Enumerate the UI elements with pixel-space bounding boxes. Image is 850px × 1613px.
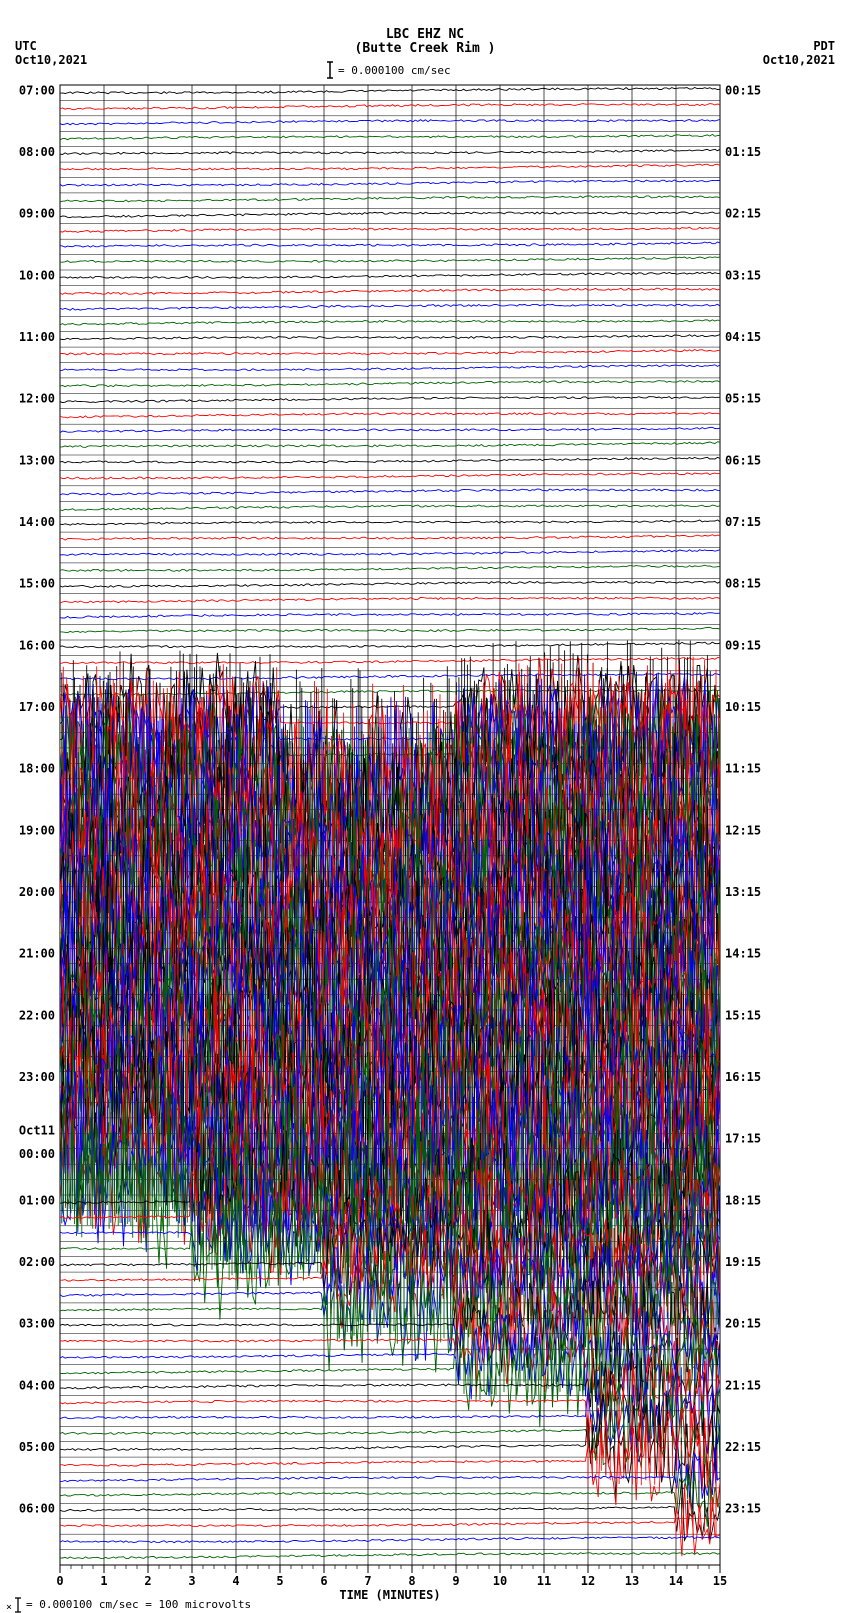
x-tick-label: 10: [493, 1574, 507, 1588]
right-time-label: 18:15: [725, 1193, 761, 1207]
left-time-label: 06:00: [19, 1502, 55, 1516]
right-time-label: 21:15: [725, 1378, 761, 1392]
x-tick-label: 7: [364, 1574, 371, 1588]
x-tick-label: 12: [581, 1574, 595, 1588]
title-line1: LBC EHZ NC: [386, 27, 464, 42]
left-time-label: 09:00: [19, 207, 55, 221]
right-time-label: 14:15: [725, 947, 761, 961]
left-time-label: 05:00: [19, 1440, 55, 1454]
title-line2: (Butte Creek Rim ): [355, 41, 496, 56]
right-time-label: 06:15: [725, 453, 761, 467]
right-time-label: 15:15: [725, 1008, 761, 1022]
right-time-label: 02:15: [725, 207, 761, 221]
left-time-label: 19:00: [19, 823, 55, 837]
left-time-label: 17:00: [19, 700, 55, 714]
left-tz-label: UTC: [15, 39, 37, 53]
right-time-label: 09:15: [725, 638, 761, 652]
right-time-label: 23:15: [725, 1502, 761, 1516]
left-time-label: 00:00: [19, 1147, 55, 1161]
left-date-marker: Oct11: [19, 1124, 55, 1138]
x-tick-label: 6: [320, 1574, 327, 1588]
left-time-label: 20:00: [19, 885, 55, 899]
left-time-label: 22:00: [19, 1008, 55, 1022]
footer-scale-prefix: ×: [6, 1602, 12, 1613]
left-time-label: 23:00: [19, 1070, 55, 1084]
x-tick-label: 11: [537, 1574, 551, 1588]
right-time-label: 07:15: [725, 515, 761, 529]
x-tick-label: 15: [713, 1574, 727, 1588]
right-time-label: 10:15: [725, 700, 761, 714]
x-tick-label: 9: [452, 1574, 459, 1588]
left-time-label: 07:00: [19, 83, 55, 97]
right-time-label: 04:15: [725, 330, 761, 344]
footer-scale-text: = 0.000100 cm/sec = 100 microvolts: [26, 1598, 251, 1611]
x-tick-label: 14: [669, 1574, 683, 1588]
left-time-label: 13:00: [19, 453, 55, 467]
left-time-label: 15:00: [19, 577, 55, 591]
left-time-label: 02:00: [19, 1255, 55, 1269]
right-time-label: 05:15: [725, 392, 761, 406]
left-time-label: 03:00: [19, 1317, 55, 1331]
right-tz-label: PDT: [813, 39, 835, 53]
right-time-label: 17:15: [725, 1132, 761, 1146]
left-time-label: 21:00: [19, 947, 55, 961]
right-time-label: 20:15: [725, 1317, 761, 1331]
x-tick-label: 0: [56, 1574, 63, 1588]
right-time-label: 13:15: [725, 885, 761, 899]
right-time-label: 12:15: [725, 823, 761, 837]
x-tick-label: 4: [232, 1574, 239, 1588]
left-time-label: 10:00: [19, 268, 55, 282]
right-time-label: 08:15: [725, 577, 761, 591]
right-time-label: 00:15: [725, 83, 761, 97]
right-time-label: 03:15: [725, 268, 761, 282]
scale-text: = 0.000100 cm/sec: [338, 64, 451, 77]
x-tick-label: 13: [625, 1574, 639, 1588]
x-tick-label: 1: [100, 1574, 107, 1588]
left-time-label: 01:00: [19, 1193, 55, 1207]
x-tick-label: 3: [188, 1574, 195, 1588]
left-date-label: Oct10,2021: [15, 53, 87, 67]
left-time-label: 12:00: [19, 392, 55, 406]
left-time-label: 18:00: [19, 762, 55, 776]
x-tick-label: 5: [276, 1574, 283, 1588]
left-time-label: 08:00: [19, 145, 55, 159]
right-time-label: 19:15: [725, 1255, 761, 1269]
left-time-label: 16:00: [19, 638, 55, 652]
right-time-label: 22:15: [725, 1440, 761, 1454]
left-time-label: 11:00: [19, 330, 55, 344]
x-tick-label: 2: [144, 1574, 151, 1588]
left-time-label: 04:00: [19, 1378, 55, 1392]
right-time-label: 01:15: [725, 145, 761, 159]
right-time-label: 16:15: [725, 1070, 761, 1084]
x-axis-label: TIME (MINUTES): [339, 1588, 440, 1602]
right-date-label: Oct10,2021: [763, 53, 835, 67]
left-time-label: 14:00: [19, 515, 55, 529]
x-tick-label: 8: [408, 1574, 415, 1588]
right-time-label: 11:15: [725, 762, 761, 776]
